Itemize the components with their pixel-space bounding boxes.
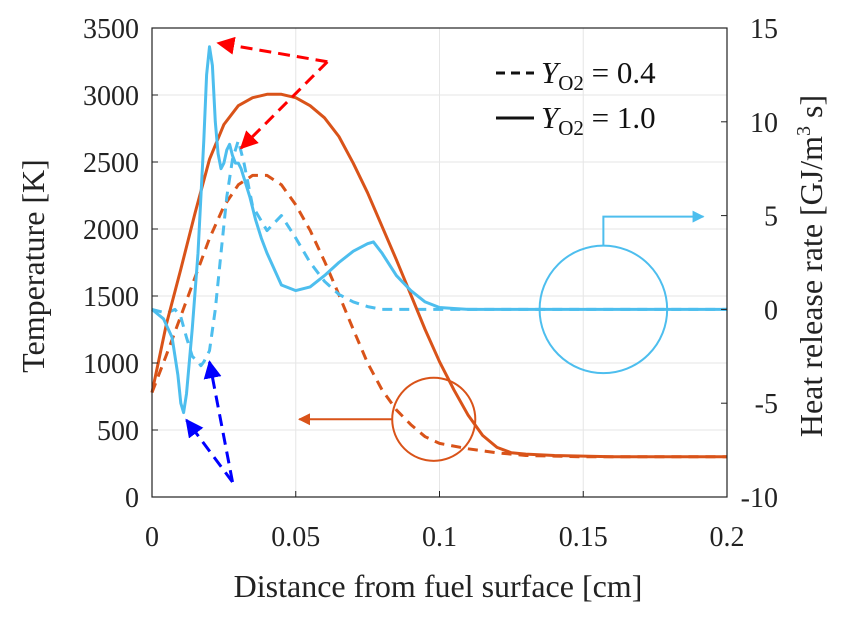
legend-label-solid: YO2 = 1.0 xyxy=(541,100,656,140)
red-dashed-arrow xyxy=(216,36,328,64)
left-tick-label: 2500 xyxy=(83,148,139,179)
series-layer xyxy=(150,45,727,459)
right-tick-label: 10 xyxy=(750,108,778,139)
x-axis-label: Distance from fuel surface [cm] xyxy=(234,568,643,604)
right-tick-label: 0 xyxy=(764,295,778,326)
left-tick-label: 1000 xyxy=(83,349,139,380)
legend: YO2 = 0.4 YO2 = 1.0 xyxy=(496,55,656,140)
left-axis-label: Temperature [K] xyxy=(15,159,51,373)
left-tick-label: 1500 xyxy=(83,282,139,313)
grid xyxy=(151,27,728,498)
x-tick-label: 0 xyxy=(145,522,159,553)
left-tick-label: 3000 xyxy=(83,81,139,112)
right-tick-label: -5 xyxy=(755,389,778,420)
right-axis-label-exponent: 3 xyxy=(793,126,815,136)
x-axis-ticks: 0 0.05 0.1 0.15 0.2 xyxy=(145,491,745,553)
right-axis-ticks: -10 -5 0 5 10 15 xyxy=(721,14,778,514)
right-axis-label: Heat release rate [GJ/m3 s] xyxy=(793,95,829,437)
x-tick-label: 0.2 xyxy=(710,522,745,553)
left-tick-label: 500 xyxy=(97,416,139,447)
x-tick-label: 0.1 xyxy=(422,522,457,553)
right-tick-label: 15 xyxy=(750,14,778,45)
series-line-temperature-solid xyxy=(150,92,727,459)
left-tick-label: 0 xyxy=(125,483,139,514)
annotation-circle xyxy=(391,376,477,462)
x-tick-label: 0.05 xyxy=(271,522,320,553)
legend-label-dashed: YO2 = 0.4 xyxy=(541,55,656,95)
series-line-temperature-dashed xyxy=(150,173,727,459)
right-axis-label-main: Heat release rate [GJ/m xyxy=(793,136,829,437)
series-line-heat-release-solid xyxy=(151,45,727,415)
left-tick-label: 2000 xyxy=(83,215,139,246)
blue-dashed-arrow xyxy=(203,360,234,483)
annotation-arrow-right xyxy=(602,210,705,246)
blue-dashed-arrow xyxy=(185,418,234,483)
x-tick-label: 0.15 xyxy=(559,522,608,553)
left-axis-ticks: 0 500 1000 1500 2000 2500 3000 3500 xyxy=(83,14,158,514)
right-tick-label: -10 xyxy=(741,483,778,514)
right-tick-label: 5 xyxy=(764,202,778,233)
annotation-layer xyxy=(185,36,705,483)
right-axis-label-tail: s] xyxy=(793,95,829,126)
left-tick-label: 3500 xyxy=(83,14,139,45)
red-dashed-arrow xyxy=(239,60,329,150)
